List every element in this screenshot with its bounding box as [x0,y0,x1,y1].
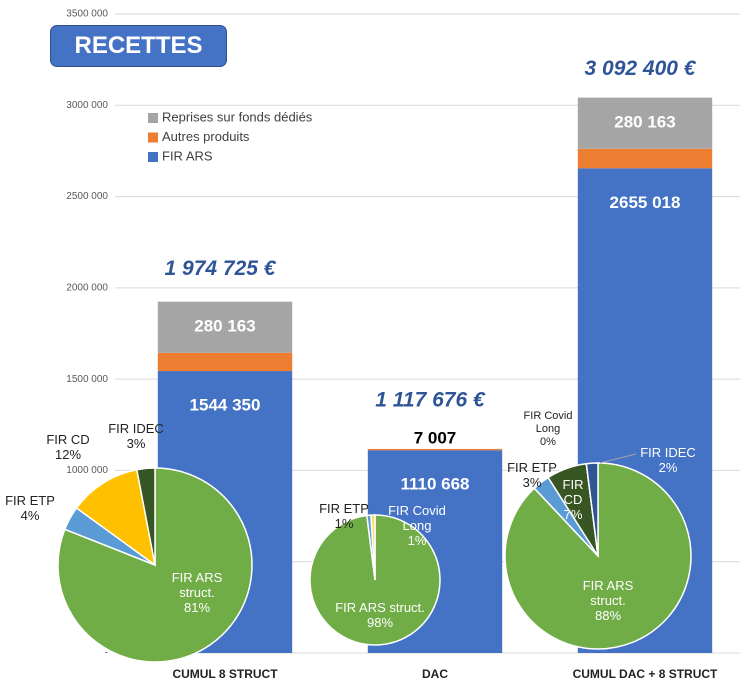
pie-label: FIR CD 12% [43,432,93,462]
pie-label-name: FIR CD [562,477,584,507]
pie-label: FIR Covid Long 1% [381,503,453,548]
bar-value-label: 1110 668 [400,475,469,494]
pie-label: FIR ARS struct. 98% [315,600,445,630]
pie-label-name: FIR ARS struct. [582,578,634,608]
pie-slice [585,462,599,557]
pie-label: FIR ARS struct. 88% [573,578,643,623]
bar-segment [577,148,713,169]
x-tick-label: CUMUL 8 STRUCT [172,667,278,681]
legend-swatch [148,113,158,123]
legend-label: Autres produits [162,129,250,144]
pie-label-value: 3% [126,436,146,451]
pie-label: FIR ETP 4% [5,493,55,523]
pie-label-value: 81% [183,600,211,615]
pie-label-value: 98% [366,615,394,630]
y-tick-label: 1000 000 [66,465,108,476]
pie-label: FIR ARS struct. 81% [162,570,232,615]
total-label: 1 117 676 € [375,388,486,411]
pie-label-name: FIR ETP [507,460,557,475]
pie-label: FIR Covid Long 0% [518,410,578,449]
pie-label-name: FIR IDEC [640,445,696,460]
pie-label-name: FIR ETP [5,493,55,508]
pie-slice [135,467,156,566]
bar-segment [157,352,293,372]
legend-label: FIR ARS [162,148,213,163]
pie-label-name: FIR ETP [319,501,369,516]
y-tick-label: 2500 000 [66,191,108,202]
bar-segment [577,97,713,149]
total-label: 1 974 725 € [165,257,277,280]
bar-value-label: 2655 018 [610,193,681,212]
legend-swatch [148,152,158,162]
pie-label-value: 4% [20,508,40,523]
pie-label: FIR IDEC 2% [638,445,698,475]
bar-segment [157,301,293,353]
pie-label-name: FIR ARS struct. [171,570,223,600]
pie-label-name: FIR Covid Long [523,410,573,435]
pie-label-value: 1% [334,516,354,531]
y-tick-label: 1500 000 [66,374,108,385]
pie-label-value: 88% [594,608,622,623]
x-tick-label: CUMUL DAC + 8 STRUCT [573,667,718,681]
pie-slice [75,468,157,567]
y-tick-label: - [105,648,108,659]
chart-title: RECETTES [50,25,227,67]
legend-label: Reprises sur fonds dédiés [162,109,313,124]
bar-segment [367,448,503,451]
pie-label-name: FIR CD [46,432,90,447]
bar-value-label: 280 163 [614,113,675,132]
pie-label: FIR ETP 3% [507,460,557,490]
pie-label: FIR ETP 1% [319,501,369,531]
pie-slice [370,514,376,581]
bar-value-label: 1544 350 [190,396,261,415]
pie-label-value: 12% [54,447,82,462]
y-tick-label: 3500 000 [66,9,108,20]
y-tick-label: 2000 000 [66,282,108,293]
leader-line [599,453,637,464]
pie-label-value: 0% [540,436,556,448]
pie-label-value: 3% [522,475,542,490]
pie-label: FIR IDEC 3% [106,421,166,451]
pie-label-name: FIR IDEC [108,421,164,436]
total-label: 3 092 400 € [585,57,697,80]
bar-value-label: 7 007 [414,428,457,447]
pie-label: FIR CD 7% [553,477,593,522]
pie-label-name: FIR Covid Long [388,503,446,533]
pie-label-value: 7% [563,507,583,522]
pie-label-value: 2% [658,460,678,475]
x-tick-label: DAC [422,667,448,681]
pie-label-value: 1% [407,533,427,548]
bar-value-label: 280 163 [194,317,255,336]
y-tick-label: 3000 000 [66,100,108,111]
legend-swatch [148,132,158,143]
pie-label-name: FIR ARS struct. [335,600,425,615]
